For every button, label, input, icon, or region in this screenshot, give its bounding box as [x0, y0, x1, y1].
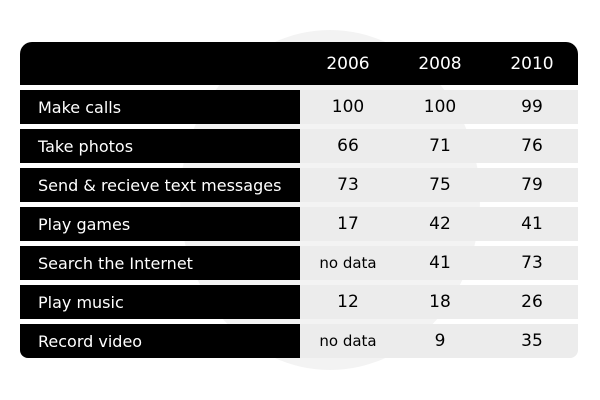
- table-row: Make calls 100 100 99: [20, 90, 578, 124]
- table-cell: 41: [429, 253, 451, 273]
- table-cell: 41: [521, 214, 543, 234]
- column-header-2008: 2008: [418, 53, 462, 74]
- row-label: Search the Internet: [20, 246, 300, 280]
- table-cell: 35: [521, 331, 543, 351]
- table-cell: 26: [521, 292, 543, 312]
- table-row: Take photos 66 71 76: [20, 129, 578, 163]
- row-label: Record video: [20, 324, 300, 358]
- table-cell: 100: [331, 97, 365, 117]
- table-cell: 42: [429, 214, 451, 234]
- table-row: Play music 12 18 26: [20, 285, 578, 319]
- row-label: Take photos: [20, 129, 300, 163]
- row-label: Send & recieve text messages: [20, 168, 300, 202]
- table-cell: 76: [521, 136, 543, 156]
- table-cell: 79: [521, 175, 543, 195]
- table-cell: 99: [521, 97, 543, 117]
- column-header-2006: 2006: [326, 53, 370, 74]
- table-cell: 100: [423, 97, 457, 117]
- column-header-2010: 2010: [510, 53, 554, 74]
- table-cell: 17: [337, 214, 359, 234]
- table-cell: 71: [429, 136, 451, 156]
- table-cell: 73: [337, 175, 359, 195]
- table-header: 2006 2008 2010: [20, 42, 578, 85]
- table-cell: 73: [521, 253, 543, 273]
- data-table: 2006 2008 2010 Make calls 100 100 99 Tak…: [20, 42, 578, 358]
- table-cell: 9: [434, 331, 446, 351]
- table-cell: no data: [319, 332, 377, 350]
- table-row: Play games 17 42 41: [20, 207, 578, 241]
- table-cell: no data: [319, 254, 377, 272]
- table-cell: 75: [429, 175, 451, 195]
- table-row: Search the Internet no data 41 73: [20, 246, 578, 280]
- table-row: Send & recieve text messages 73 75 79: [20, 168, 578, 202]
- table-row: Record video no data 9 35: [20, 324, 578, 358]
- row-label: Make calls: [20, 90, 300, 124]
- row-label: Play music: [20, 285, 300, 319]
- table-cell: 12: [337, 292, 359, 312]
- table-cell: 66: [337, 136, 359, 156]
- row-label: Play games: [20, 207, 300, 241]
- table-cell: 18: [429, 292, 451, 312]
